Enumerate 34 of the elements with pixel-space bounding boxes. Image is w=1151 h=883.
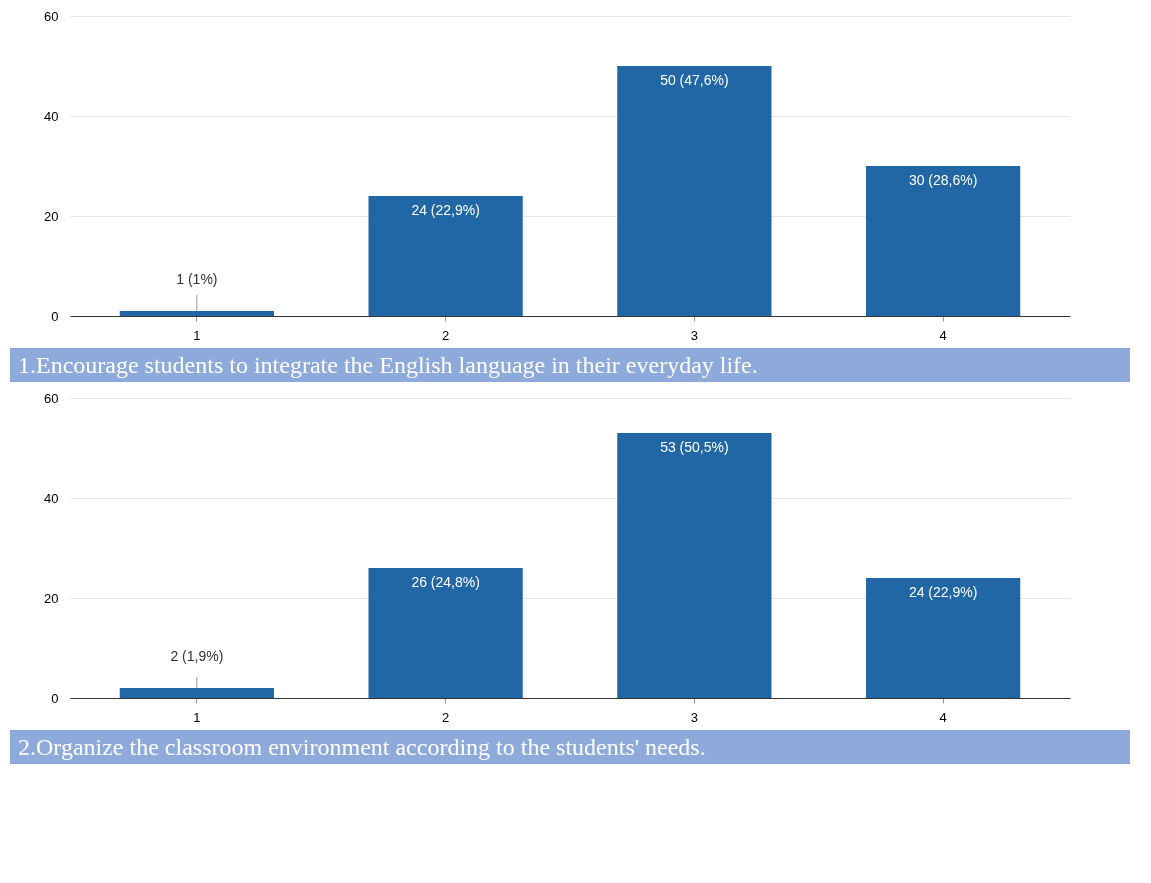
bar xyxy=(119,688,274,698)
x-tick-label: 3 xyxy=(690,327,698,343)
bar xyxy=(368,568,523,698)
bar xyxy=(617,66,772,316)
y-tick-label: 0 xyxy=(51,308,59,324)
x-tick-label: 3 xyxy=(690,709,698,725)
x-tick-label: 1 xyxy=(193,709,201,725)
y-tick-label: 40 xyxy=(44,108,59,124)
data-label: 24 (22,9%) xyxy=(411,202,480,218)
data-label: 50 (47,6%) xyxy=(660,72,729,88)
bar xyxy=(617,433,772,698)
data-label: 2 (1,9%) xyxy=(170,648,224,664)
y-tick-label: 0 xyxy=(51,690,59,706)
y-tick-label: 20 xyxy=(44,590,59,606)
data-label: 24 (22,9%) xyxy=(908,584,978,600)
bar xyxy=(119,311,274,316)
y-tick-label: 40 xyxy=(44,490,59,506)
text: 1.Encourage students to integrate the English language in their everyday life. xyxy=(18,352,758,378)
x-tick-label: 1 xyxy=(193,327,201,343)
data-label: 30 (28,6%) xyxy=(908,172,978,188)
x-tick-label: 4 xyxy=(939,709,947,725)
bar xyxy=(368,196,523,316)
bar xyxy=(866,166,1021,316)
x-tick-label: 2 xyxy=(442,327,450,343)
x-tick-label: 4 xyxy=(939,327,947,343)
data-label: 1 (1%) xyxy=(176,271,218,287)
y-tick-label: 20 xyxy=(44,208,59,224)
text: 2.Organize the classroom environment according to the students' needs. xyxy=(18,734,706,760)
y-tick-label: 60 xyxy=(44,8,59,24)
bar xyxy=(866,578,1021,698)
data-label: 53 (50,5%) xyxy=(660,439,729,455)
y-tick-label: 60 xyxy=(44,390,59,406)
data-label: 26 (24,8%) xyxy=(411,574,480,590)
x-tick-label: 2 xyxy=(442,709,450,725)
